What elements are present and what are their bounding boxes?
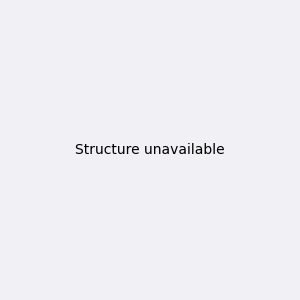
Text: Structure unavailable: Structure unavailable: [75, 143, 225, 157]
